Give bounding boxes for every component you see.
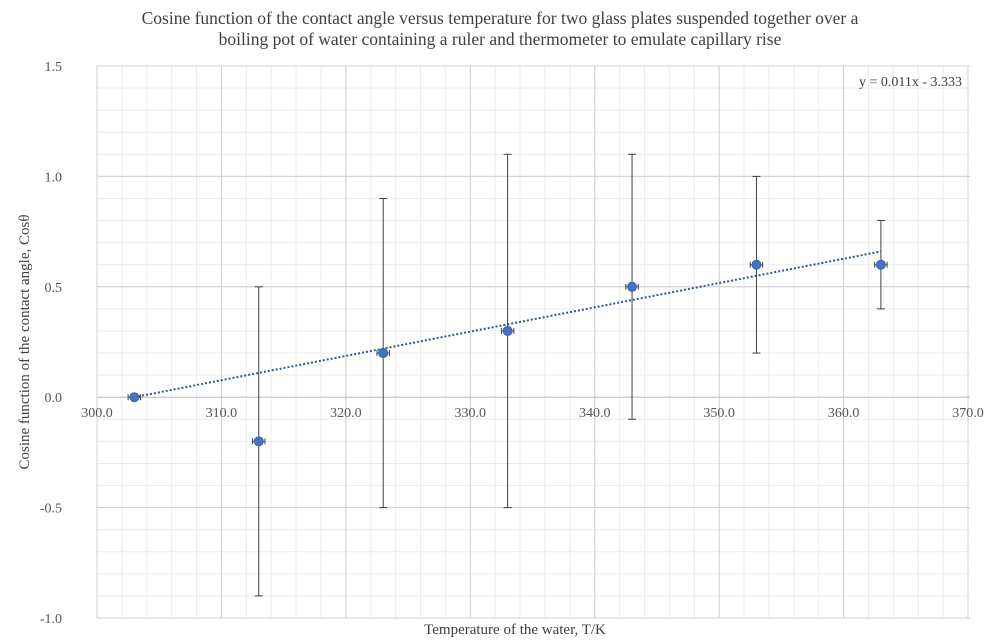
data-point	[378, 348, 389, 359]
x-tick-label: 350.0	[703, 406, 735, 421]
data-point	[502, 325, 513, 336]
x-tick-label: 320.0	[330, 406, 362, 421]
x-tick-label: 330.0	[455, 406, 487, 421]
x-tick-label: 360.0	[828, 406, 860, 421]
y-tick-label: 0.0	[45, 391, 63, 406]
major-gridlines	[96, 65, 970, 619]
data-point	[627, 281, 638, 292]
data-point	[751, 259, 762, 270]
y-tick-labels: 1.5 1.0 0.5 0.0 -0.5 -1.0	[40, 60, 62, 627]
y-tick-label: 0.5	[45, 281, 63, 296]
y-tick-label: 1.5	[45, 60, 63, 75]
chart-title-line-1: Cosine function of the contact angle ver…	[141, 8, 859, 28]
x-tick-label: 370.0	[952, 406, 984, 421]
y-tick-label: -0.5	[40, 502, 62, 517]
x-tick-labels: 300.0 310.0 320.0 330.0 340.0 350.0 360.0 370.0	[81, 406, 984, 421]
x-tick-label: 300.0	[81, 406, 113, 421]
chart-title: Cosine function of the contact angle ver…	[0, 8, 1000, 50]
x-tick-label: 310.0	[206, 406, 238, 421]
chart-title-line-2: boiling pot of water containing a ruler …	[218, 29, 782, 49]
y-tick-label: -1.0	[40, 612, 62, 627]
y-tick-label: 1.0	[45, 170, 63, 185]
data-point	[129, 392, 140, 403]
trendline-equation: y = 0.011x - 3.333	[859, 75, 962, 90]
data-point	[875, 259, 886, 270]
x-tick-label: 340.0	[579, 406, 611, 421]
data-point	[253, 436, 264, 447]
y-axis-label: Cosine function of the contact angle, Co…	[17, 214, 33, 469]
minor-gridlines	[96, 65, 970, 619]
data-markers	[129, 259, 886, 447]
x-axis-label: Temperature of the water, T/K	[424, 622, 606, 638]
